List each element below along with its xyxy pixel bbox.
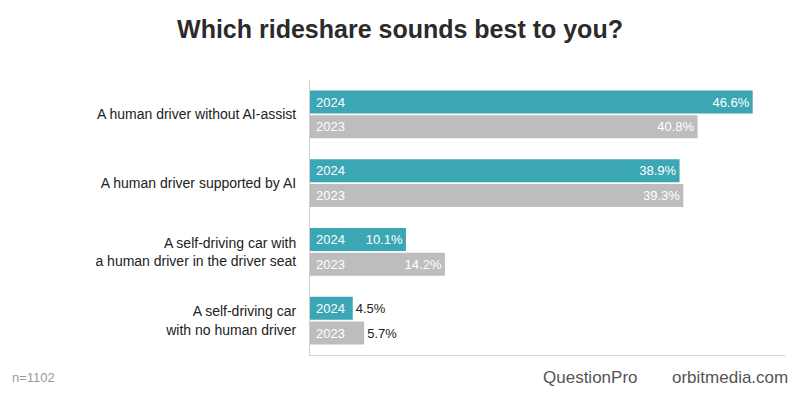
svg-text:2024: 2024 [316,163,345,178]
svg-text:46.6%: 46.6% [712,95,749,110]
svg-text:5.7%: 5.7% [367,326,397,341]
svg-text:A self-driving car witha human: A self-driving car witha human driver in… [95,235,296,269]
svg-text:39.3%: 39.3% [643,188,680,203]
svg-text:38.9%: 38.9% [639,163,676,178]
svg-text:A human driver without AI-assi: A human driver without AI-assist [97,106,296,122]
svg-text:Which rideshare sounds best to: Which rideshare sounds best to you? [177,15,623,43]
svg-text:A self-driving carwith no huma: A self-driving carwith no human driver [165,303,296,337]
svg-text:40.8%: 40.8% [657,119,694,134]
svg-text:2023: 2023 [316,188,345,203]
svg-text:2023: 2023 [316,326,345,341]
svg-text:A human driver supported by AI: A human driver supported by AI [101,175,296,191]
svg-text:2024: 2024 [316,232,345,247]
svg-text:10.1%: 10.1% [366,232,403,247]
svg-text:orbitmedia.com: orbitmedia.com [672,368,788,387]
svg-text:2023: 2023 [316,119,345,134]
svg-text:4.5%: 4.5% [356,301,386,316]
svg-text:QuestionPro: QuestionPro [543,368,638,387]
svg-text:2024: 2024 [316,301,345,316]
svg-text:14.2%: 14.2% [405,257,442,272]
svg-text:2024: 2024 [316,95,345,110]
svg-text:n=1102: n=1102 [12,370,55,385]
svg-text:2023: 2023 [316,257,345,272]
